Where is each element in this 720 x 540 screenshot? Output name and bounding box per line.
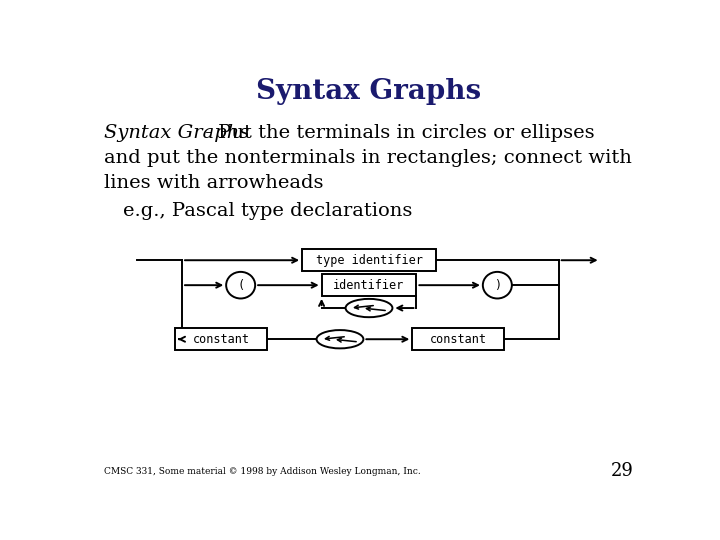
Text: 29: 29 xyxy=(611,462,634,481)
Text: Syntax Graphs: Syntax Graphs xyxy=(104,124,249,143)
Text: lines with arrowheads: lines with arrowheads xyxy=(104,174,323,192)
Ellipse shape xyxy=(317,330,364,348)
Ellipse shape xyxy=(483,272,512,299)
FancyBboxPatch shape xyxy=(322,274,416,296)
Text: CMSC 331, Some material © 1998 by Addison Wesley Longman, Inc.: CMSC 331, Some material © 1998 by Addiso… xyxy=(104,467,420,476)
FancyBboxPatch shape xyxy=(175,328,267,350)
FancyBboxPatch shape xyxy=(302,249,436,271)
Ellipse shape xyxy=(346,299,392,317)
Ellipse shape xyxy=(226,272,255,299)
Text: Syntax Graphs: Syntax Graphs xyxy=(256,78,482,105)
Text: e.g., Pascal type declarations: e.g., Pascal type declarations xyxy=(124,202,413,220)
Text: type identifier: type identifier xyxy=(315,254,423,267)
Text: constant: constant xyxy=(430,333,487,346)
Text: constant: constant xyxy=(193,333,250,346)
Text: ): ) xyxy=(494,279,501,292)
Text: - Put the terminals in circles or ellipses: - Put the terminals in circles or ellips… xyxy=(199,124,595,143)
Text: (: ( xyxy=(237,279,244,292)
Text: identifier: identifier xyxy=(333,279,405,292)
FancyBboxPatch shape xyxy=(413,328,504,350)
Text: and put the nonterminals in rectangles; connect with: and put the nonterminals in rectangles; … xyxy=(104,150,632,167)
